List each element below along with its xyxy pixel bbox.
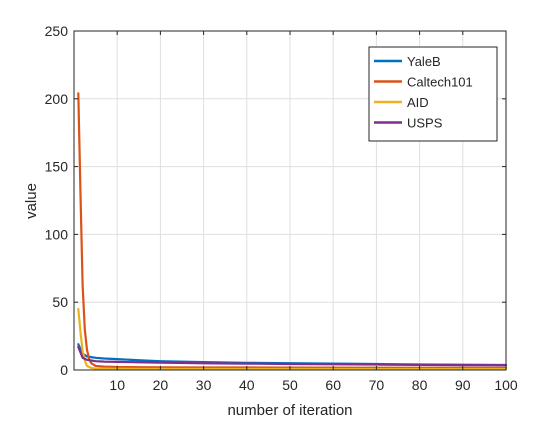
x-tick-label: 30 — [196, 377, 212, 393]
x-tick-label: 20 — [153, 377, 169, 393]
x-tick-label: 70 — [369, 377, 385, 393]
series-line-caltech101 — [77, 92, 508, 369]
x-tick-labels: 10 20 30 40 50 60 70 80 90 100 — [109, 377, 517, 393]
x-tick-label: 10 — [109, 377, 125, 393]
x-tick-label: 60 — [325, 377, 341, 393]
legend-box — [368, 46, 498, 142]
y-tick-label: 100 — [45, 226, 69, 242]
x-tick-label: 100 — [494, 377, 518, 393]
y-tick-label: 200 — [45, 91, 69, 107]
y-tick-label: 250 — [45, 23, 69, 39]
y-tick-label: 150 — [45, 159, 69, 175]
x-tick-label: 80 — [412, 377, 428, 393]
x-axis-label: number of iteration — [227, 402, 352, 419]
y-tick-labels: 0 50 100 150 200 250 — [45, 23, 69, 378]
x-tick-label: 50 — [282, 377, 298, 393]
axes — [73, 30, 507, 371]
legend-label-aid: AID — [407, 95, 429, 110]
series-line-usps — [77, 345, 508, 367]
legend-label-caltech101: Caltech101 — [407, 75, 473, 90]
y-axis-label: value — [23, 183, 40, 219]
legend-label-usps: USPS — [407, 116, 443, 131]
legend-label-yaleb: YaleB — [407, 54, 441, 69]
y-tick-label: 0 — [60, 362, 68, 378]
x-tick-label: 40 — [239, 377, 255, 393]
x-tick-label: 90 — [455, 377, 471, 393]
y-tick-label: 50 — [52, 294, 68, 310]
legend: YaleB Caltech101 AID USPS — [368, 46, 498, 142]
